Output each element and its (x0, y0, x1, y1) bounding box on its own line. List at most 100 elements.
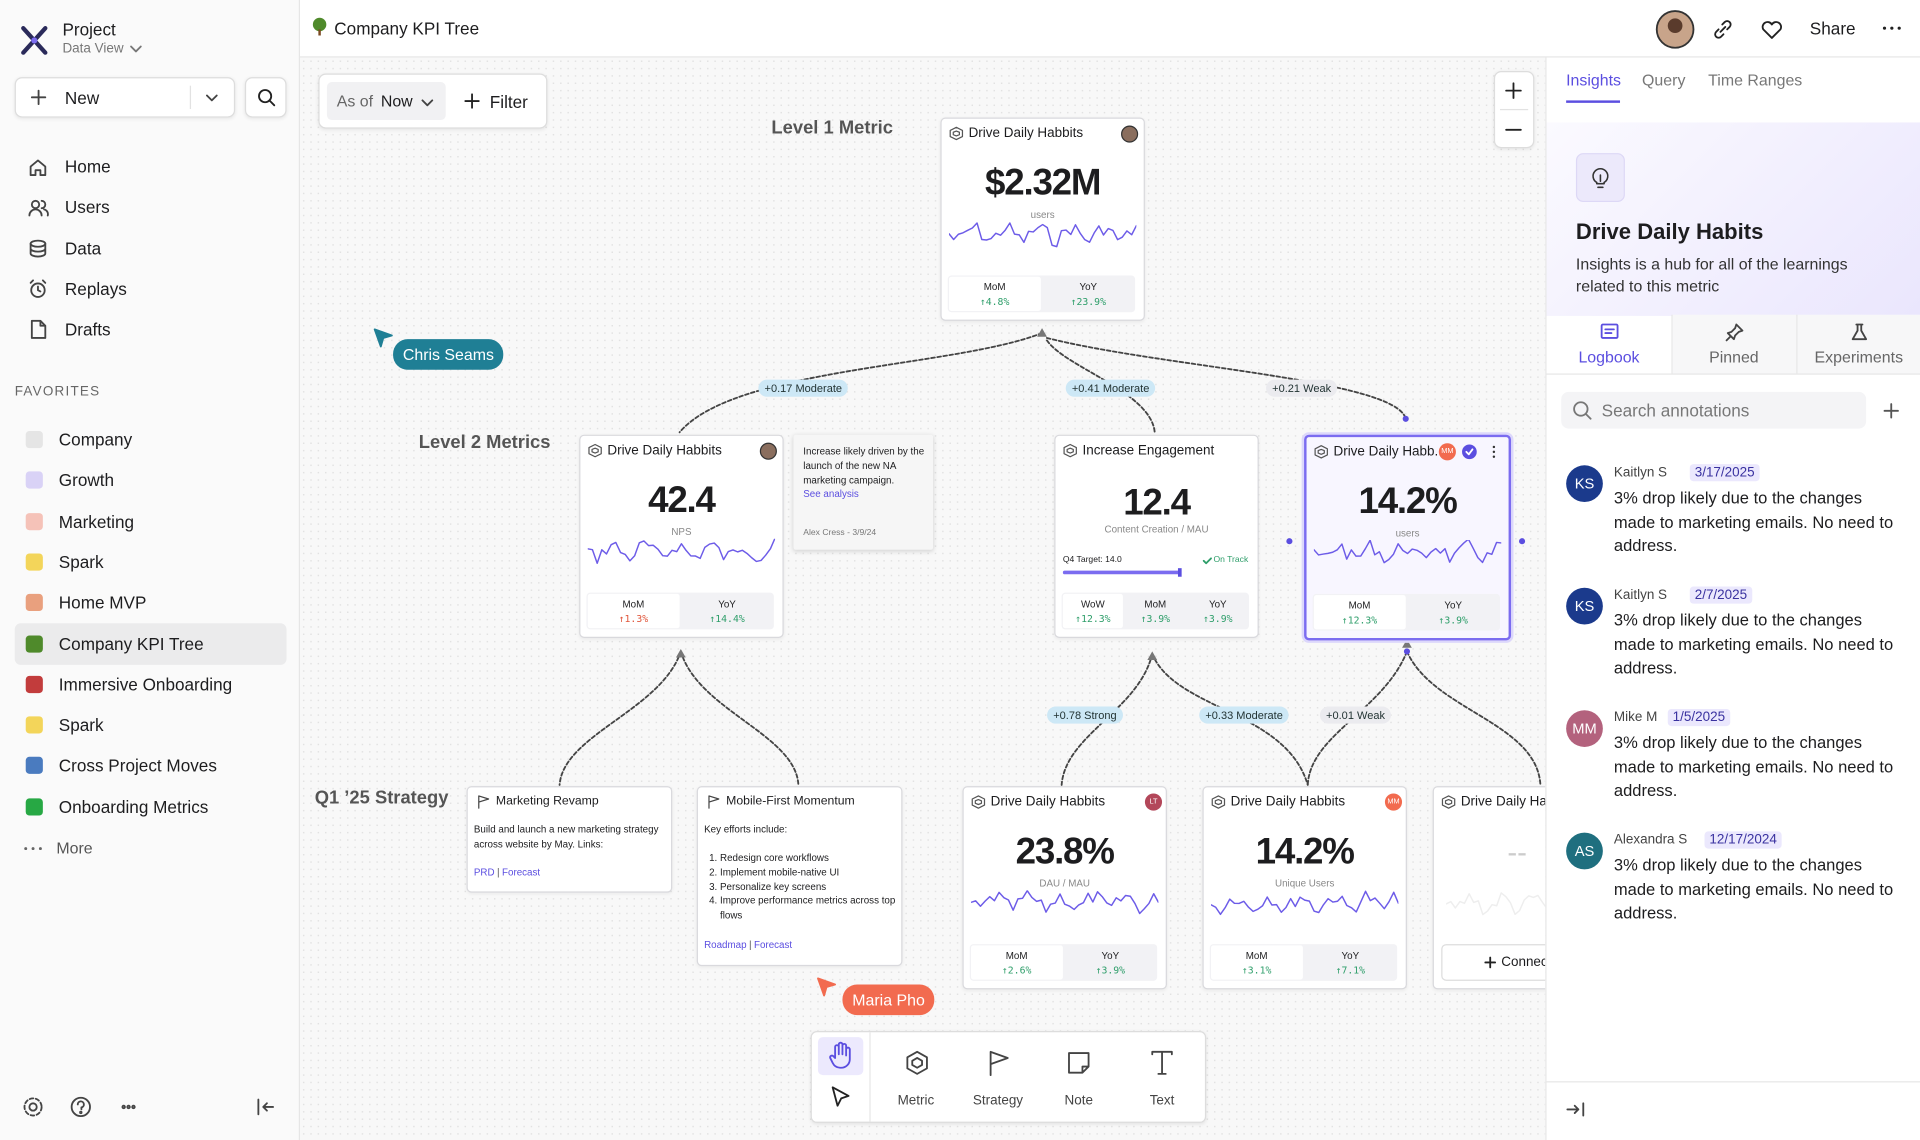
plus (464, 93, 480, 109)
selected-row (14, 623, 287, 665)
favorite-item[interactable]: Onboarding Metrics (58, 796, 209, 817)
note-link[interactable]: See analysis (803, 488, 859, 500)
metric-card[interactable]: Increase Engagement 12.4 Content Creation … (1054, 434, 1259, 638)
tool-icons (829, 1041, 851, 1107)
as-of: As of (336, 91, 374, 111)
zoom-icons[interactable] (1505, 82, 1522, 138)
metric-card[interactable]: Drive Daily Habbits 42.4 NPS MoM ↑1.3% YoY ↑14… (579, 434, 784, 638)
tool-label[interactable]: Text (1149, 1093, 1175, 1109)
stat-value: ↑12.3% (1341, 614, 1378, 626)
nav-item[interactable]: Users (64, 197, 110, 218)
project-name: Project (62, 19, 116, 40)
stat: YoY ↑3.9% (1408, 595, 1499, 629)
strategy-link[interactable]: Roadmap (704, 939, 747, 951)
stat-value: ↑3.9% (1095, 964, 1126, 976)
tool-label[interactable]: Strategy (972, 1093, 1024, 1109)
stats-box: MoM ↑3.1% YoY ↑7.1% (1209, 944, 1398, 981)
nav-item[interactable]: Drafts (64, 319, 111, 340)
target-bar-end (1177, 568, 1182, 577)
strategy-link[interactable]: PRD (473, 866, 495, 878)
stat: WoW ↑12.3% (1062, 593, 1123, 629)
stat: YoY ↑23.9% (1043, 277, 1134, 311)
search-box[interactable]: Search annotations (1561, 391, 1867, 429)
favorite-item[interactable]: Immersive Onboarding (58, 674, 233, 695)
favorite-item[interactable]: Company KPI Tree (58, 633, 204, 654)
level-label: Level 1 Metric (771, 117, 893, 139)
metric-card[interactable]: Drive Daily Habbits $2.32M users MoM ↑4.8% Yo… (940, 117, 1145, 321)
favorite-item[interactable]: Spark (58, 552, 104, 572)
search-button[interactable] (244, 77, 287, 118)
stat-value: ↑3.9% (1438, 614, 1468, 626)
subtab[interactable]: Logbook (1578, 347, 1640, 367)
favorite-item[interactable]: Spark (58, 715, 104, 735)
stat: MoM ↑2.6% (971, 945, 1063, 980)
favorite-icon (25, 797, 43, 816)
project-view[interactable]: Data View (62, 41, 124, 57)
new-button[interactable]: New (14, 77, 236, 118)
metric-status: On Track (1213, 555, 1249, 565)
stat-label: MoM (1245, 950, 1268, 962)
user-avatar[interactable] (1654, 9, 1696, 51)
panel-tab[interactable]: Insights (1566, 71, 1622, 90)
header: Company KPI Tree Share (300, 0, 1920, 58)
strategy-link[interactable]: Forecast (502, 866, 541, 878)
stat-label: YoY (1079, 281, 1098, 293)
note-card[interactable]: Increase likely driven by the launch of … (793, 434, 934, 550)
metric-unit: NPS (671, 526, 692, 538)
filter[interactable]: Filter (489, 91, 528, 112)
stat-value: ↑3.9% (1203, 613, 1233, 625)
metric-title: Drive Daily Habbits (968, 126, 1084, 141)
metric-card[interactable]: Drive Daily Habbits LT 23.8% DAU / MAU MoM ↑2… (962, 786, 1167, 990)
nav-item[interactable]: Data (64, 238, 102, 258)
more[interactable]: More (56, 838, 93, 858)
stat: YoY ↑3.9% (1065, 945, 1156, 979)
stat-value: ↑1.3% (618, 613, 649, 625)
link-icon[interactable] (1712, 18, 1734, 40)
favorite-item[interactable]: Cross Project Moves (58, 755, 217, 776)
stat: MoM ↑3.9% (1125, 594, 1185, 628)
collapse-panel[interactable] (1566, 1101, 1586, 1118)
panel-tab[interactable]: Time Ranges (1708, 71, 1803, 90)
metric-card[interactable]: Drive Daily Habbits -- Connect (1432, 786, 1546, 990)
metric-value: 23.8% (1015, 831, 1115, 872)
heart-icon[interactable] (1760, 18, 1784, 40)
connect-button[interactable]: Connect (1441, 944, 1546, 981)
strategy-title: Mobile-First Momentum (726, 794, 855, 809)
nav-item[interactable]: Replays (64, 279, 127, 299)
tool-label[interactable]: Note (1064, 1093, 1094, 1109)
menu-dots[interactable] (1882, 24, 1902, 31)
strategy-item: Implement mobile-native UI (720, 865, 904, 879)
strategy-card[interactable]: Marketing Revamp Build and launch a new m… (466, 786, 673, 893)
stat: MoM ↑3.1% (1211, 945, 1303, 980)
annotation-author: Kaitlyn S (1613, 587, 1668, 603)
nav-item[interactable]: Home (64, 156, 111, 177)
panel-title: Drive Daily Habits (1575, 219, 1764, 244)
strategy-title: Marketing Revamp (495, 794, 599, 809)
as-of-button[interactable]: As of Now (326, 82, 446, 121)
share[interactable]: Share (1809, 18, 1856, 38)
metric-card[interactable]: Drive Daily Habb.. MM 14.2% users MoM ↑12.3% Y… (1304, 434, 1512, 641)
strategy-card[interactable]: Mobile-First Momentum Key efforts include… (696, 786, 904, 967)
metric-card[interactable]: Drive Daily Habbits MM 14.2% Unique Users Mo… (1202, 786, 1407, 990)
stat-value: ↑14.4% (709, 613, 745, 625)
subtab[interactable]: Pinned (1709, 347, 1759, 367)
annotation-author: Kaitlyn S (1613, 465, 1668, 481)
stat-label: YoY (1208, 598, 1227, 610)
favorite-item[interactable]: Home MVP (58, 592, 147, 613)
favorite-item[interactable]: Growth (58, 470, 115, 491)
note-footer: Alex Cress - 3/9/24 (803, 528, 877, 538)
stat-value: ↑3.9% (1140, 613, 1171, 625)
strategy-link[interactable]: Forecast (754, 939, 793, 951)
subtab[interactable]: Experiments (1814, 347, 1904, 367)
panel-tab[interactable]: Query (1642, 71, 1686, 90)
tool-label[interactable]: Metric (897, 1093, 935, 1109)
favorite-item[interactable]: Marketing (58, 511, 135, 531)
add-annotation[interactable] (1883, 403, 1899, 419)
annotation-date: 3/17/2025 (1689, 464, 1760, 482)
favorite-icon (25, 431, 43, 449)
annotation-date: 1/5/2025 (1667, 708, 1731, 727)
strategy-item: Redesign core workflows (720, 851, 904, 865)
new-label: New (64, 88, 100, 108)
metric-title: Increase Engagement (1082, 443, 1215, 458)
favorite-item[interactable]: Company (58, 429, 133, 450)
